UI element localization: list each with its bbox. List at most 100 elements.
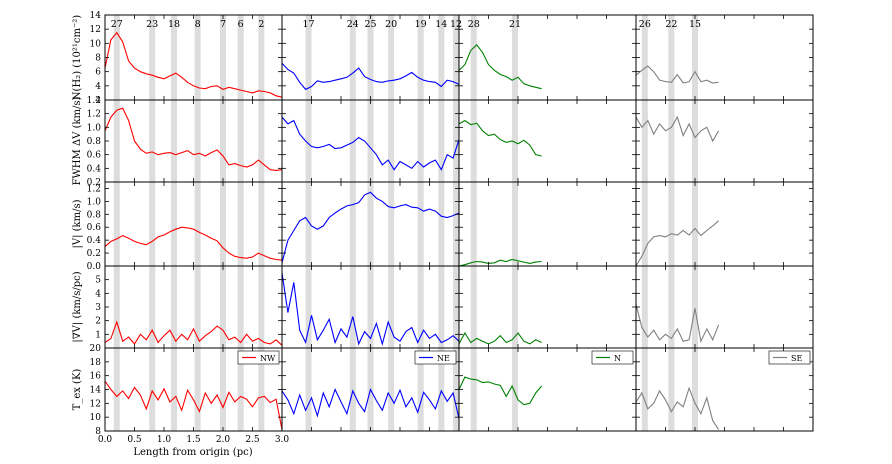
panel-frame: [458, 99, 637, 183]
series-line-NW-fwhm: [104, 107, 283, 171]
series-line-NW-vel: [104, 226, 283, 261]
marker-id-label: 12: [450, 19, 462, 30]
x-tick-label: 1.0: [157, 435, 172, 445]
y-tick-label: 1.4: [87, 96, 102, 106]
marker-id-label: 8: [195, 19, 201, 30]
marker-id-label: 25: [364, 19, 376, 30]
panel-frame: [635, 14, 814, 101]
series-line-NE-tex: [281, 388, 460, 419]
marker-id-label: 15: [689, 19, 701, 30]
y-tick-label: 4: [95, 82, 101, 92]
marker-id-label: 19: [415, 19, 427, 30]
marker-band-6: [237, 15, 244, 431]
series-line-NE-fwhm: [281, 116, 460, 171]
marker-band-2: [258, 15, 265, 431]
legend-label-NW: NW: [260, 354, 276, 363]
marker-id-label: 28: [468, 19, 480, 30]
series-line-NW-grad: [104, 320, 283, 346]
y-tick-label: 8: [95, 427, 101, 437]
y-tick-label: 4: [95, 289, 101, 299]
panel-frame: [635, 265, 814, 349]
marker-band-25: [367, 15, 374, 431]
y-tick-label: 0.2: [87, 178, 101, 188]
series-line-SE-tex: [635, 386, 720, 430]
legend-box-NW: [237, 350, 280, 365]
marker-id-label: 6: [238, 19, 244, 30]
y-tick-label: 1.0: [87, 197, 102, 207]
y-axis-title-fwhm: FWHM ΔV (km/s): [72, 96, 83, 185]
panel-frame: [635, 99, 814, 183]
panel-frame: [104, 181, 283, 267]
series-line-SE-vel: [635, 220, 719, 267]
panel-frames: [104, 14, 814, 432]
y-tick-label: 8: [95, 54, 101, 64]
y-tick-label: 0.6: [87, 151, 102, 161]
marker-band-18: [171, 15, 178, 431]
series-line-N-tex: [458, 376, 543, 406]
series-line-NE-vel: [281, 191, 460, 263]
series-line-N-grad: [458, 331, 542, 345]
y-axis-title-nh2: N(H₂) (10²¹cm⁻²): [72, 15, 83, 100]
y-tick-label: 0.8: [87, 137, 102, 147]
marker-id-label: 21: [509, 19, 521, 30]
marker-band-12: [453, 15, 460, 431]
series-line-SE-nh2: [635, 65, 719, 84]
legend-box-NE: [414, 350, 457, 365]
y-tick-label: 0.6: [87, 223, 102, 233]
marker-id-label: 7: [220, 19, 226, 30]
y-axis-title-grad: |∇V| (km/s/pc): [72, 271, 83, 342]
y-tick-label: 0.4: [87, 164, 102, 174]
y-tick-label: 0.0: [87, 262, 102, 272]
panel-frame: [104, 14, 283, 101]
series-line-NE-grad: [281, 272, 460, 346]
marker-id-label: 22: [665, 19, 677, 30]
x-axis-title: Length from origin (pc): [133, 447, 252, 458]
y-tick-label: 1.0: [87, 123, 102, 133]
legend-label-N: N: [614, 354, 621, 363]
series-line-NW-nh2: [104, 31, 283, 98]
axis-labels: 27 23 18 8 7 6 2 17 24 25 20 19 14 12 28 21 26 22 15246810…: [72, 11, 701, 445]
y-tick-label: 20: [90, 344, 102, 354]
y-tick-label: 2: [95, 96, 101, 106]
axis-ticks: [104, 14, 814, 432]
marker-band-21: [512, 15, 519, 431]
y-tick-label: 18: [90, 358, 102, 368]
legend-label-SE: SE: [791, 354, 802, 363]
y-tick-label: 10: [90, 39, 102, 49]
marker-id-label: 14: [435, 19, 447, 30]
marker-id-label: 23: [146, 19, 158, 30]
y-tick-label: 5: [95, 276, 101, 286]
marker-id-label: 20: [385, 19, 397, 30]
y-tick-label: 2: [95, 317, 101, 327]
series-line-N-nh2: [458, 43, 542, 90]
series-line-NW-tex: [104, 380, 283, 430]
y-tick-label: 3: [95, 303, 101, 313]
marker-band-15: [692, 15, 698, 431]
marker-band-26: [641, 15, 648, 431]
profile-curves: [104, 31, 720, 430]
marker-id-label: 24: [347, 19, 359, 30]
marker-band-27: [113, 15, 120, 431]
x-tick-label: 2.5: [245, 435, 260, 445]
y-axis-title-vel: |V| (km/s): [72, 199, 83, 248]
y-tick-label: 14: [90, 11, 102, 21]
y-tick-label: 1.2: [87, 110, 101, 120]
marker-id-label: 17: [303, 19, 315, 30]
panel-frame: [458, 265, 637, 349]
marker-id-label: 26: [639, 19, 651, 30]
y-axis-title-tex: T_ex (K): [72, 369, 83, 411]
y-tick-label: 10: [90, 413, 102, 423]
marker-band-24: [349, 15, 356, 431]
x-tick-label: 0.0: [98, 435, 113, 445]
marker-id-label: 27: [111, 19, 123, 30]
marker-band-23: [149, 15, 156, 431]
panel-frame: [104, 265, 283, 349]
marker-band-19: [417, 15, 424, 431]
y-tick-label: 1.2: [87, 184, 101, 194]
marker-band-7: [220, 15, 226, 431]
panel-frame: [458, 181, 637, 267]
marker-band-8: [194, 15, 201, 431]
y-tick-label: 1: [95, 330, 101, 340]
y-tick-label: 0.4: [87, 236, 102, 246]
